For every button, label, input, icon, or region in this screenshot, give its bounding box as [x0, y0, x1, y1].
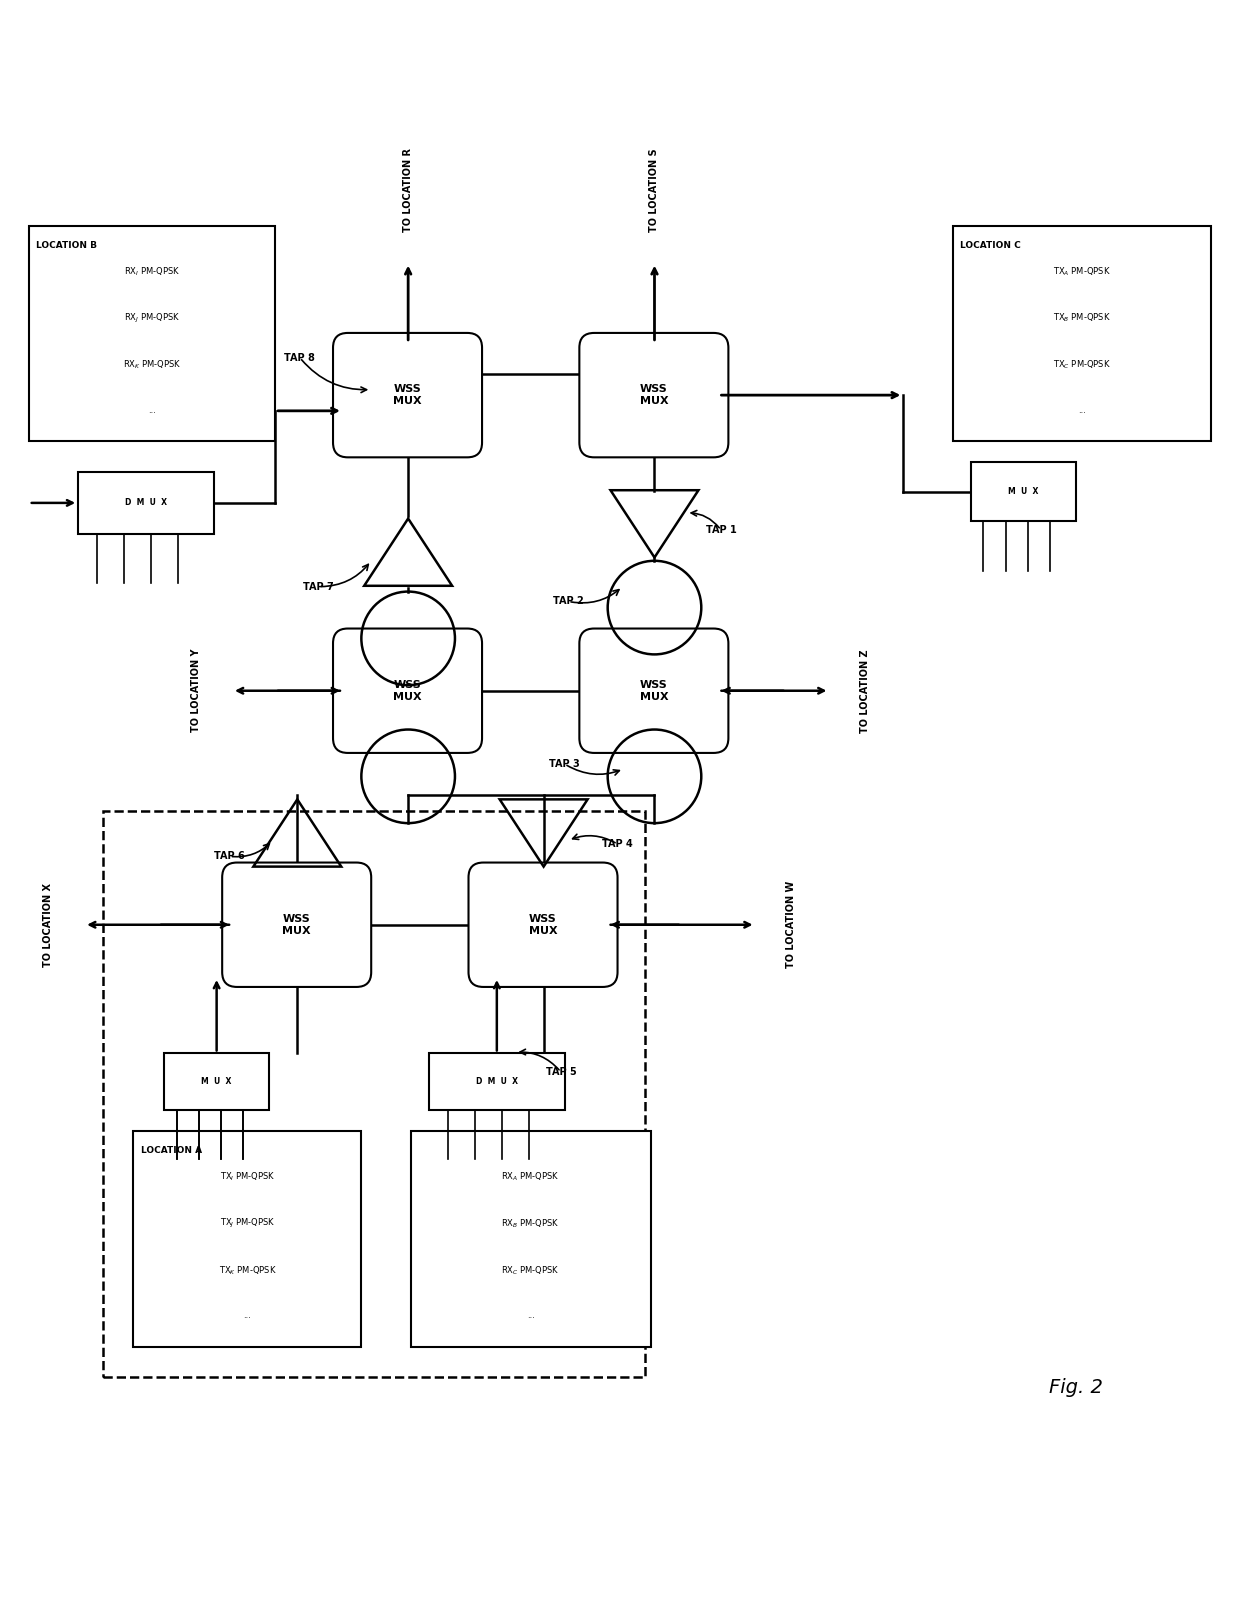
Text: RX$_K$ PM-QPSK: RX$_K$ PM-QPSK: [123, 359, 181, 371]
Bar: [29, 225, 275, 441]
Text: Fig. 2: Fig. 2: [1049, 1378, 1102, 1397]
Text: LOCATION C: LOCATION C: [960, 241, 1021, 249]
Text: ...: ...: [527, 1311, 534, 1319]
Text: TAP 2: TAP 2: [553, 596, 584, 607]
Text: M  U  X: M U X: [201, 1078, 232, 1086]
Text: TO LOCATION Z: TO LOCATION Z: [861, 648, 870, 733]
Text: WSS
MUX: WSS MUX: [640, 680, 668, 701]
Text: D  M  U  X: D M U X: [476, 1078, 518, 1086]
Text: WSS
MUX: WSS MUX: [528, 913, 557, 936]
FancyBboxPatch shape: [579, 629, 728, 752]
Text: TO LOCATION X: TO LOCATION X: [43, 883, 53, 966]
Text: TAP 3: TAP 3: [549, 759, 580, 770]
FancyBboxPatch shape: [579, 332, 728, 457]
Text: WSS
MUX: WSS MUX: [283, 913, 311, 936]
Text: TAP 6: TAP 6: [215, 851, 246, 861]
Text: LOCATION B: LOCATION B: [36, 241, 97, 249]
Bar: [134, 1131, 361, 1346]
Text: TAP 5: TAP 5: [546, 1067, 577, 1076]
FancyBboxPatch shape: [334, 332, 482, 457]
Text: TX$_I$ PM-QPSK: TX$_I$ PM-QPSK: [219, 1171, 275, 1183]
Text: TAP 4: TAP 4: [603, 838, 632, 850]
Text: ...: ...: [148, 406, 156, 415]
Text: TX$_A$ PM-QPSK: TX$_A$ PM-QPSK: [1053, 265, 1111, 278]
Text: TX$_K$ PM-QPSK: TX$_K$ PM-QPSK: [218, 1265, 277, 1276]
FancyBboxPatch shape: [469, 862, 618, 987]
Bar: [164, 1054, 269, 1110]
Text: WSS
MUX: WSS MUX: [393, 680, 422, 701]
Text: RX$_C$ PM-QPSK: RX$_C$ PM-QPSK: [501, 1265, 560, 1276]
Text: TO LOCATION S: TO LOCATION S: [650, 149, 660, 232]
FancyBboxPatch shape: [222, 862, 371, 987]
Text: TO LOCATION W: TO LOCATION W: [786, 882, 796, 968]
Text: D  M  U  X: D M U X: [125, 498, 167, 508]
Bar: [78, 473, 213, 533]
Text: RX$_J$ PM-QPSK: RX$_J$ PM-QPSK: [124, 311, 180, 326]
Text: RX$_I$ PM-QPSK: RX$_I$ PM-QPSK: [124, 265, 180, 278]
Text: TAP 7: TAP 7: [303, 581, 334, 591]
Text: TO LOCATION Y: TO LOCATION Y: [191, 648, 201, 733]
Bar: [952, 225, 1211, 441]
Text: ...: ...: [243, 1311, 252, 1319]
Text: TAP 1: TAP 1: [706, 525, 737, 535]
Text: RX$_A$ PM-QPSK: RX$_A$ PM-QPSK: [501, 1171, 560, 1183]
Text: TAP 8: TAP 8: [284, 353, 315, 363]
Text: TX$_B$ PM-QPSK: TX$_B$ PM-QPSK: [1053, 311, 1111, 324]
Bar: [103, 811, 645, 1377]
Text: WSS
MUX: WSS MUX: [640, 385, 668, 406]
Text: RX$_B$ PM-QPSK: RX$_B$ PM-QPSK: [501, 1217, 560, 1230]
Text: TX$_J$ PM-QPSK: TX$_J$ PM-QPSK: [219, 1217, 275, 1230]
Text: TO LOCATION R: TO LOCATION R: [403, 149, 413, 232]
Text: TX$_C$ PM-QPSK: TX$_C$ PM-QPSK: [1053, 359, 1111, 371]
Bar: [429, 1054, 564, 1110]
Bar: [971, 462, 1076, 521]
Text: LOCATION A: LOCATION A: [141, 1145, 202, 1155]
Bar: [410, 1131, 651, 1346]
Text: ...: ...: [1078, 406, 1086, 415]
Text: M  U  X: M U X: [1008, 487, 1039, 497]
FancyBboxPatch shape: [334, 629, 482, 752]
Text: WSS
MUX: WSS MUX: [393, 385, 422, 406]
